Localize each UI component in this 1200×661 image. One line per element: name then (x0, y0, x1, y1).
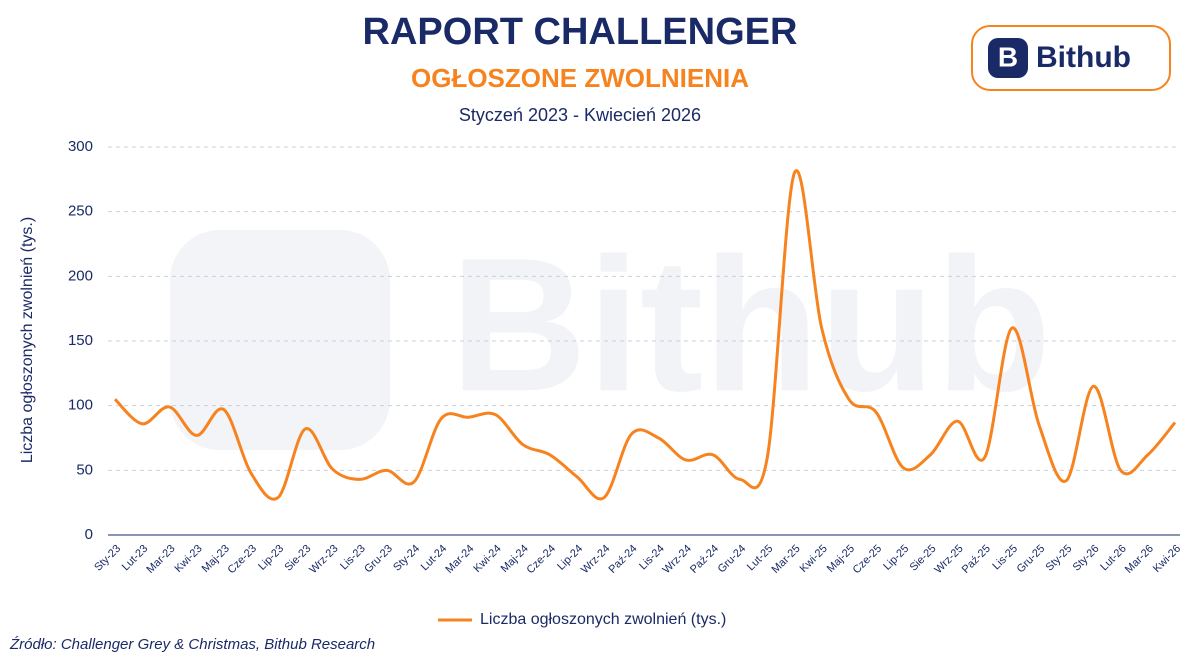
x-tick-label: Lip-23 (256, 543, 286, 573)
x-tick-label: Lip-25 (881, 543, 911, 573)
y-tick-label: 250 (68, 203, 93, 220)
x-tick-label: Gru-25 (1015, 543, 1048, 576)
x-tick-label: Paź-24 (606, 543, 639, 576)
logo: B Bithub (971, 25, 1171, 91)
x-tick-label: Kwi-23 (172, 543, 204, 575)
y-tick-label: 0 (85, 526, 93, 543)
x-tick-label: Wrz-24 (579, 543, 612, 576)
x-tick-label: Wrz-24 (661, 543, 694, 576)
x-tick-label: Wrz-23 (307, 543, 340, 576)
x-tick-label: Mar-25 (770, 543, 803, 576)
x-tick-label: Sty-25 (1043, 543, 1074, 574)
chart-subtitle: OGŁOSZONE ZWOLNIENIA (411, 63, 749, 93)
watermark: Bithub (170, 219, 1051, 450)
y-tick-label: 150 (68, 332, 93, 349)
x-tick-label: Paź-24 (688, 543, 721, 576)
y-tick-label: 200 (68, 267, 93, 284)
y-tick-label: 50 (76, 461, 93, 478)
x-tick-label: Kwi-26 (1151, 543, 1183, 575)
x-tick-label: Gru-24 (716, 543, 749, 576)
source: Źródło: Challenger Grey & Christmas, Bit… (9, 636, 375, 653)
x-tick-label: Sty-26 (1071, 543, 1102, 574)
x-tick-label: Paź-25 (960, 543, 993, 576)
legend-label: Liczba ogłoszonych zwolnień (tys.) (480, 611, 726, 628)
svg-text:Bithub: Bithub (450, 219, 1051, 431)
x-tick-label: Gru-23 (362, 543, 395, 576)
chart-title: RAPORT CHALLENGER (363, 11, 798, 53)
y-tick-label: 100 (68, 397, 93, 414)
x-tick-label: Cze-25 (851, 543, 885, 577)
x-tick-label: Mar-26 (1123, 543, 1156, 576)
x-tick-label: Mar-23 (144, 543, 177, 576)
x-tick-label: Sty-24 (391, 543, 422, 574)
x-tick-label: Sty-23 (92, 543, 123, 574)
period: Styczeń 2023 - Kwiecień 2026 (459, 105, 701, 125)
x-tick-label: Kwi-24 (471, 543, 503, 575)
brand: Bithub (1036, 41, 1131, 74)
x-tick-label: Mar-24 (443, 543, 476, 576)
x-tick-label: Cze-23 (226, 543, 260, 577)
y-axis-label: Liczba ogłoszonych zwolnień (tys.) (19, 217, 36, 463)
x-tick-label: Kwi-25 (798, 543, 830, 575)
x-tick-label: Cze-24 (524, 543, 558, 577)
line (113, 169, 1177, 501)
x-tick-label: Wrz-25 (932, 543, 965, 576)
svg-text:B: B (998, 41, 1018, 72)
y-tick-label: 300 (68, 138, 93, 155)
